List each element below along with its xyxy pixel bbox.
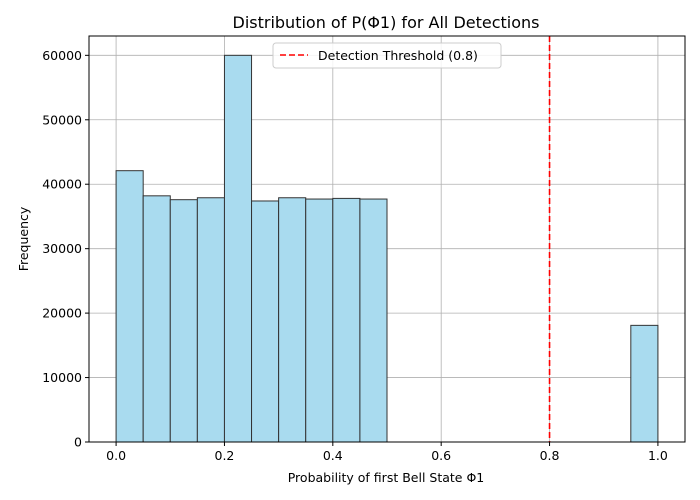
- histogram-bar: [223, 54, 253, 443]
- histogram-bar: [142, 195, 171, 443]
- bars-layer: [115, 54, 659, 443]
- legend-box: [272, 42, 502, 69]
- x-tick-label: 1.0: [648, 448, 668, 463]
- y-tick-label: 10000: [42, 370, 82, 385]
- histogram-bar: [305, 198, 334, 443]
- legend-threshold-label: Detection Threshold (0.8): [318, 48, 478, 63]
- y-tick-label: 50000: [42, 112, 82, 127]
- y-tick-label: 0: [74, 435, 82, 450]
- x-tick-label: 0.8: [540, 448, 560, 463]
- histogram-bar: [630, 324, 659, 443]
- y-tick-label: 60000: [42, 48, 82, 63]
- plot-frame: [88, 35, 686, 443]
- chart-title: Distribution of P(Φ1) for All Detections: [233, 13, 540, 32]
- histogram-bar: [332, 197, 361, 443]
- y-tick-label: 20000: [42, 306, 82, 321]
- y-axis-ticks: 0 10000 20000 30000 40000 50000 60000: [42, 48, 89, 450]
- x-tick-label: 0.6: [431, 448, 451, 463]
- x-tick-label: 0.4: [323, 448, 343, 463]
- legend: Detection Threshold (0.8): [272, 42, 502, 69]
- histogram-bar: [169, 199, 198, 443]
- histogram-bar: [251, 200, 280, 443]
- x-tick-label: 0.2: [215, 448, 235, 463]
- histogram-bar: [359, 198, 388, 443]
- x-axis-label: Probability of first Bell State Φ1: [288, 470, 485, 485]
- y-tick-label: 40000: [42, 177, 82, 192]
- histogram-bar: [278, 197, 307, 443]
- x-axis-ticks: 0.0 0.2 0.4 0.6 0.8 1.0: [106, 442, 668, 463]
- x-tick-label: 0.0: [106, 448, 126, 463]
- histogram-bar: [196, 197, 225, 443]
- y-tick-label: 30000: [42, 241, 82, 256]
- histogram-bar: [115, 170, 144, 443]
- y-axis-label: Frequency: [16, 206, 31, 271]
